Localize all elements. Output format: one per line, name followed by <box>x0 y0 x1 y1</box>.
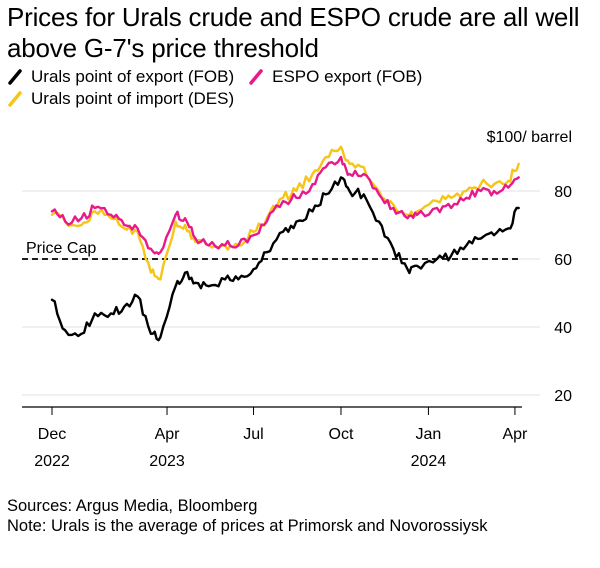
y-tick-label-40: 40 <box>554 320 572 337</box>
x-tick-year-0: 2022 <box>34 453 70 470</box>
y-tick-label-80: 80 <box>554 184 572 201</box>
y-tick-label-20: 20 <box>554 388 572 405</box>
slash-line-icon <box>8 91 22 107</box>
legend-label-urals-fob: Urals point of export (FOB) <box>31 67 235 86</box>
slash-line-icon <box>8 69 22 85</box>
legend-swatch-urals-fob <box>8 69 22 85</box>
chart-title: Prices for Urals crude and ESPO crude ar… <box>7 2 580 63</box>
legend-row-1: Urals point of export (FOB) ESPO export … <box>7 66 597 88</box>
series-line-2 <box>50 145 520 281</box>
y-axis-unit-label: $100/ barrel <box>487 129 572 146</box>
x-tick-label-3: Oct <box>329 426 354 443</box>
legend-label-espo-fob: ESPO export (FOB) <box>272 67 423 86</box>
x-tick-year-4: 2024 <box>411 453 447 470</box>
series-line-1 <box>50 155 520 255</box>
slash-line-icon <box>249 69 263 85</box>
x-tick-label-4: Jan <box>416 426 442 443</box>
price-cap-label: Price Cap <box>26 240 96 257</box>
x-tick-label-0: Dec <box>38 426 66 443</box>
legend-label-urals-des: Urals point of import (DES) <box>31 89 235 108</box>
legend-row-2: Urals point of import (DES) <box>7 88 597 110</box>
x-tick-year-1: 2023 <box>149 453 185 470</box>
series-line-0 <box>50 176 520 342</box>
legend: Urals point of export (FOB) ESPO export … <box>7 66 597 110</box>
footnote: Note: Urals is the average of prices at … <box>7 517 488 535</box>
x-tick-label-2: Jul <box>243 426 263 443</box>
legend-item-espo-fob: ESPO export (FOB) <box>248 66 422 88</box>
legend-item-urals-fob: Urals point of export (FOB) <box>7 66 234 88</box>
legend-swatch-urals-des <box>8 91 22 107</box>
price-line-chart: $100/ barrel 20 40 60 80 Price Cap Dec 2022 A… <box>22 129 572 470</box>
x-tick-label-5: Apr <box>502 426 528 443</box>
sources-note: Sources: Argus Media, Bloomberg <box>7 497 258 515</box>
legend-swatch-espo-fob <box>249 69 263 85</box>
chart-footer: Sources: Argus Media, Bloomberg Note: Ur… <box>7 496 597 536</box>
x-tick-label-1: Apr <box>155 426 181 443</box>
legend-item-urals-des: Urals point of import (DES) <box>7 88 234 110</box>
y-tick-label-60: 60 <box>554 252 572 269</box>
